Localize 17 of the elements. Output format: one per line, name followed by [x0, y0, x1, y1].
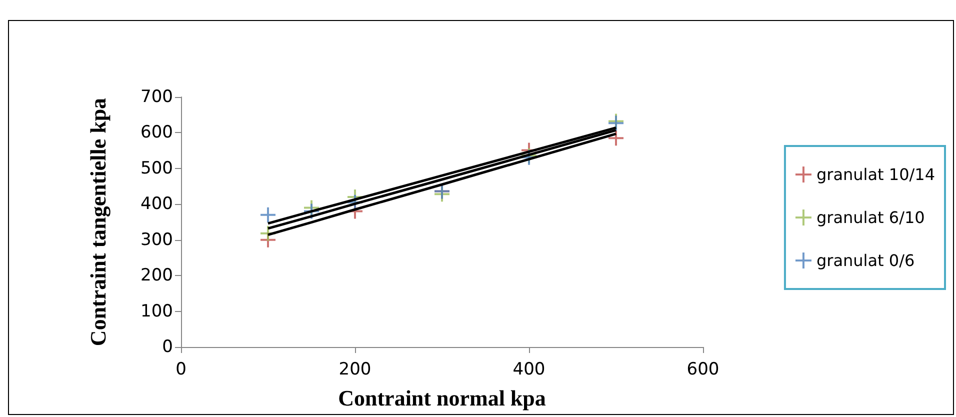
y-tick-label: 400: [140, 194, 173, 214]
x-axis-title: Contraint normal kpa: [338, 386, 546, 410]
legend-label: granulat 0/6: [816, 251, 915, 270]
x-tick-label: 200: [338, 360, 372, 380]
y-tick-label: 100: [140, 301, 173, 322]
x-tick-label: 0: [176, 360, 186, 380]
legend-label: granulat 10/14: [816, 165, 936, 184]
y-tick-label: 300: [140, 230, 173, 250]
x-tick-label: 400: [512, 360, 546, 380]
y-tick-label: 0: [162, 337, 173, 357]
legend-label: granulat 6/10: [816, 208, 925, 227]
y-tick-label: 500: [140, 158, 173, 178]
y-tick-label: 600: [140, 122, 173, 143]
y-tick-label: 200: [140, 266, 173, 286]
y-axis-title: Contraint tangentielle kpa: [86, 98, 110, 346]
x-tick-label: 600: [686, 360, 720, 380]
y-tick-label: 700: [140, 87, 173, 107]
